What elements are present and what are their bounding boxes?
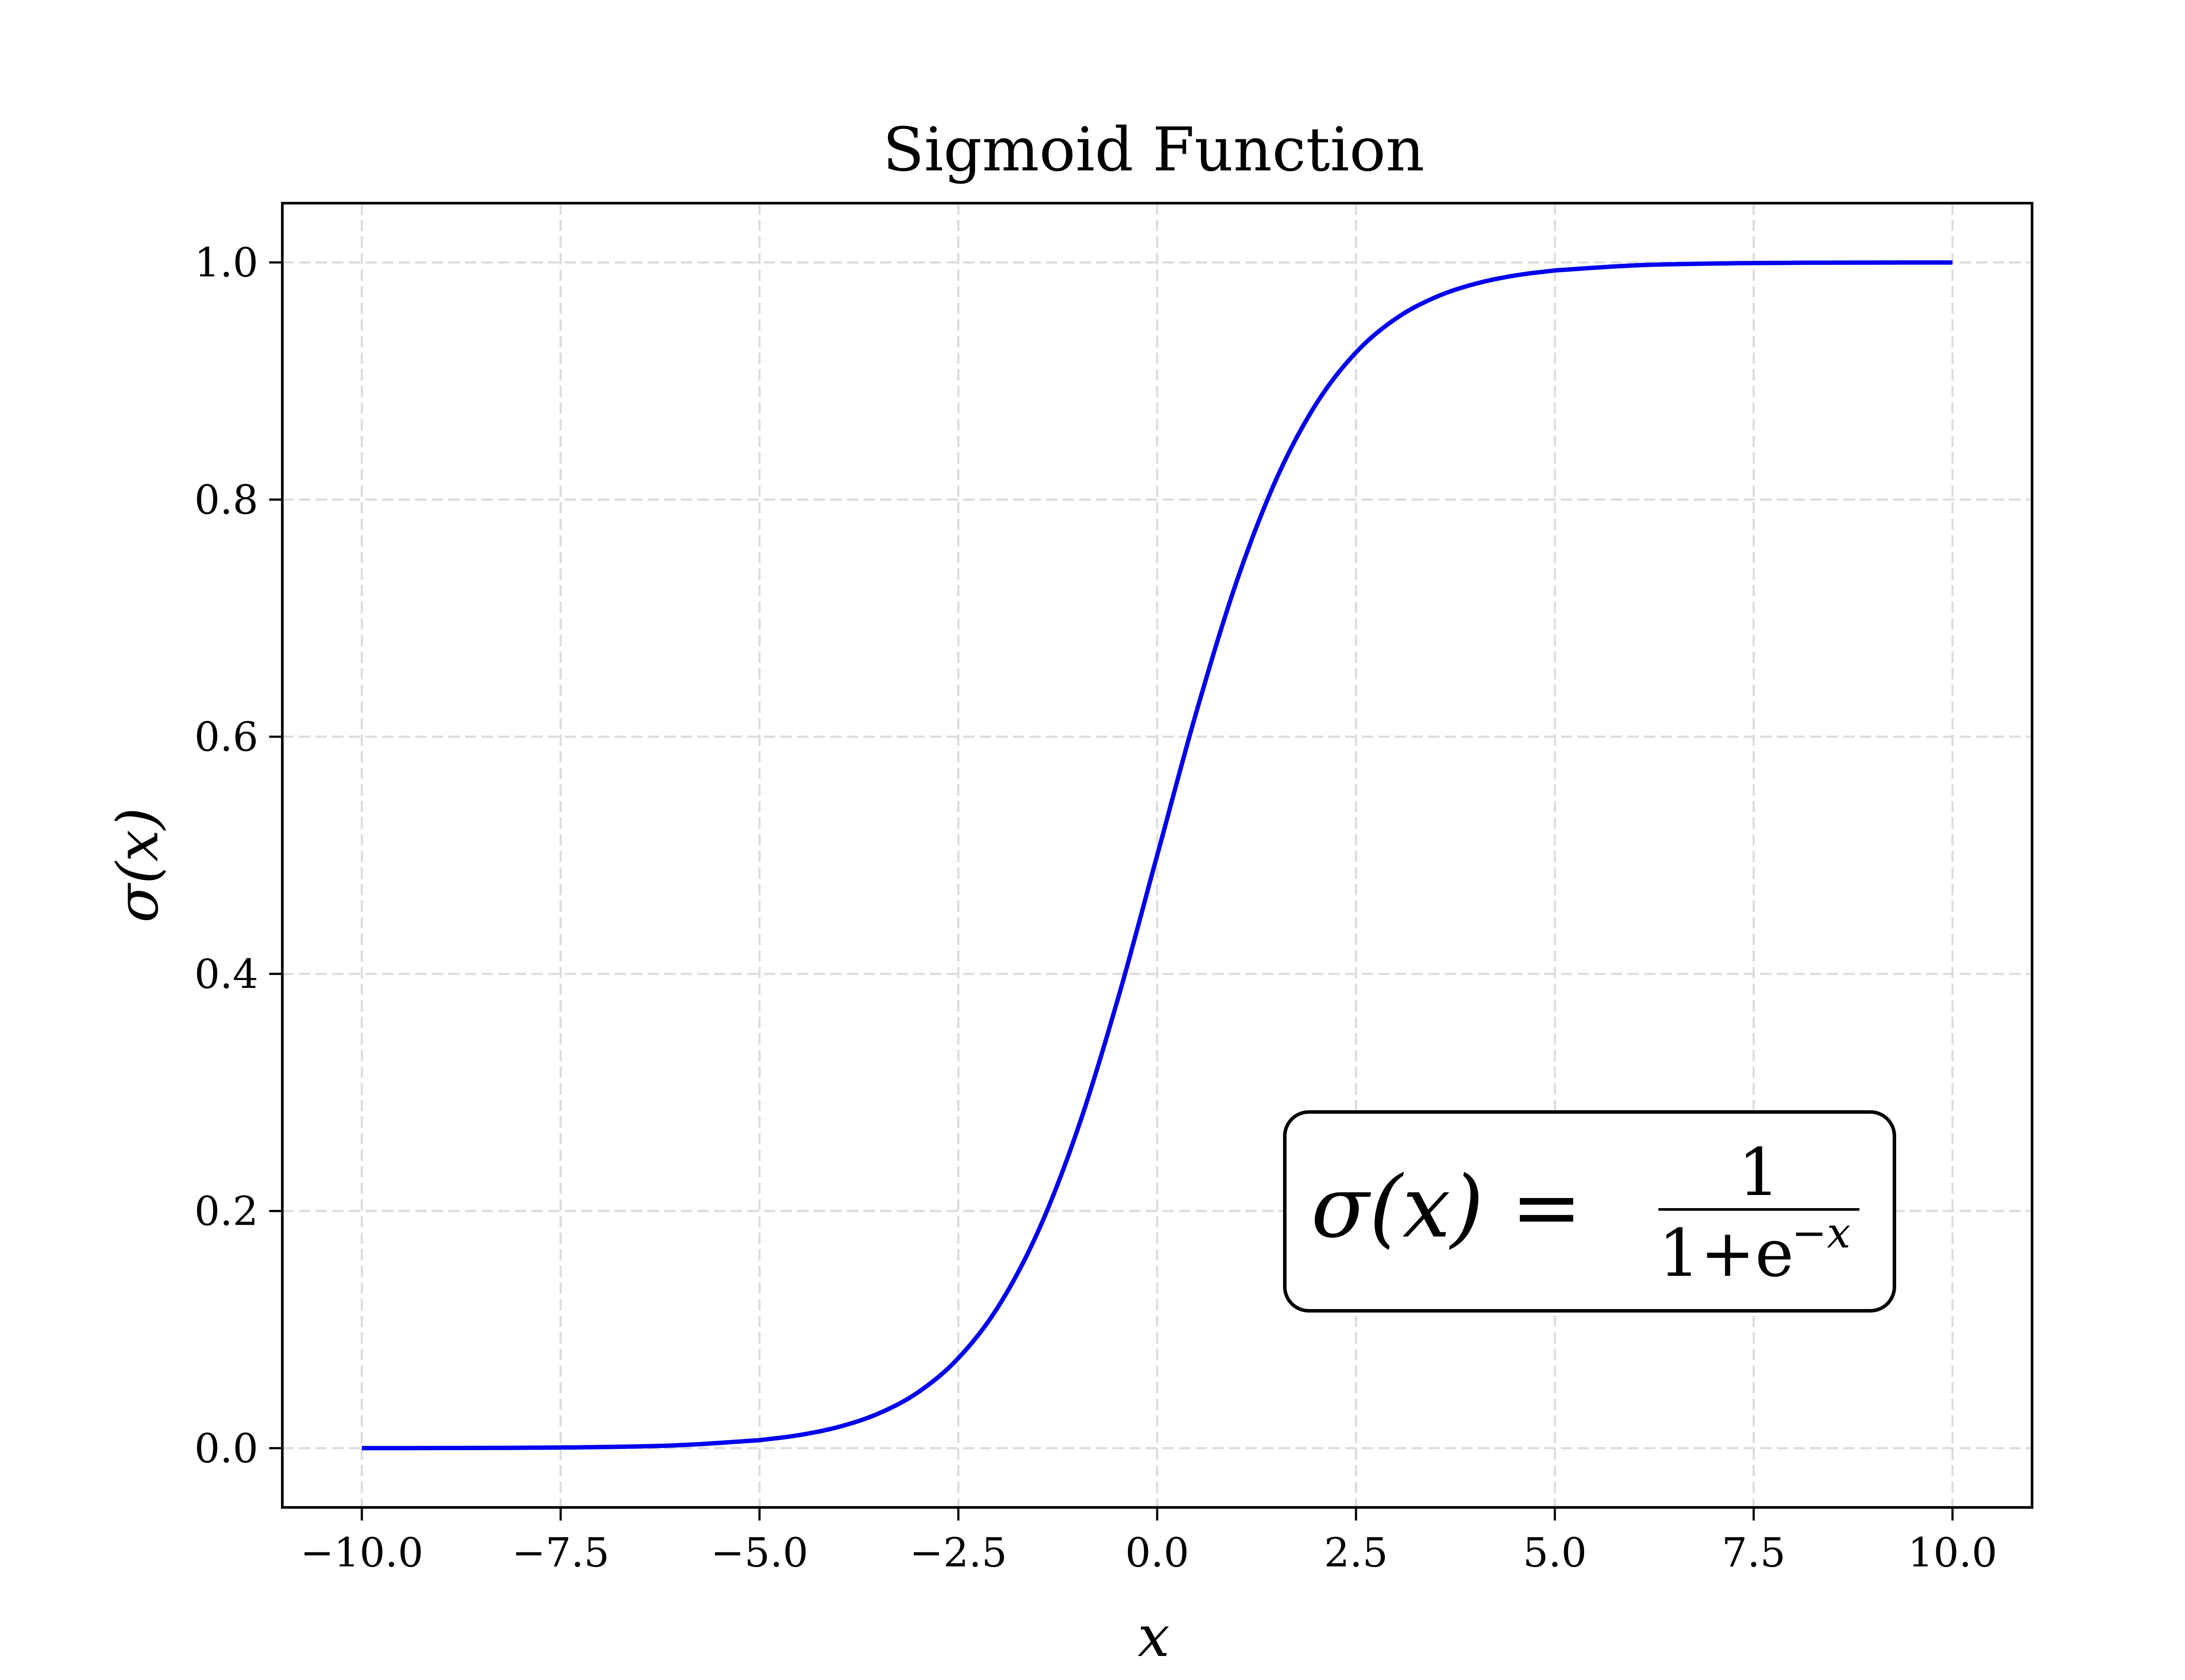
x-tick-label: 2.5 — [1324, 1529, 1388, 1576]
x-tick-label: −5.0 — [711, 1529, 808, 1576]
formula-lhs: σ(x) = — [1311, 1157, 1582, 1257]
x-tick-label: −10.0 — [300, 1529, 423, 1576]
plot-area — [362, 260, 1953, 1451]
formula-denominator: 1+e — [1658, 1216, 1794, 1292]
y-tick-label: 0.6 — [194, 714, 258, 760]
y-tick-label: 0.0 — [194, 1425, 258, 1472]
x-tick-label: 7.5 — [1722, 1529, 1786, 1576]
y-tick-label: 0.2 — [194, 1188, 258, 1235]
x-tick-label: −2.5 — [909, 1529, 1007, 1576]
formula-box-border — [1283, 1110, 1896, 1313]
formula-exponent: −x — [1792, 1209, 1851, 1257]
x-tick-label: 10.0 — [1908, 1529, 1998, 1576]
x-tick-label: 0.0 — [1125, 1529, 1189, 1576]
x-axis-ticks: −10.0 −7.5 −5.0 −2.5 0.0 2.5 5.0 7.5 10.0 — [300, 1507, 1997, 1576]
y-axis-label: σ(x) — [104, 807, 171, 923]
y-tick-label: 1.0 — [194, 239, 258, 286]
y-tick-label: 0.8 — [194, 476, 258, 523]
formula-numerator: 1 — [1738, 1135, 1779, 1211]
x-tick-label: −7.5 — [512, 1529, 609, 1576]
series-line — [362, 260, 1953, 1451]
y-tick-label: 0.4 — [194, 951, 258, 998]
chart-title: Sigmoid Function — [883, 114, 1425, 185]
x-axis-label: x — [1138, 1603, 1169, 1670]
x-tick-label: 5.0 — [1523, 1529, 1587, 1576]
y-axis-ticks: 0.0 0.2 0.4 0.6 0.8 1.0 — [194, 239, 282, 1472]
formula-box: σ(x) = 1 1+e −x — [1283, 1110, 1896, 1313]
